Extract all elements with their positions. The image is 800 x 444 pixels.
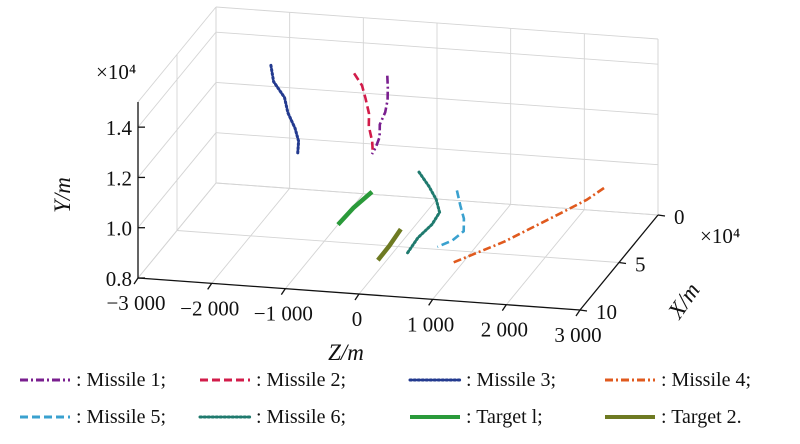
x-tick-mark: [618, 261, 627, 265]
legend-label: : Missile 4;: [661, 369, 751, 391]
series-line-5: [436, 190, 466, 249]
legend-item-3: : Missile 3;: [408, 369, 556, 391]
legend-item-7: : Target l;: [410, 406, 543, 428]
series-line-2: [353, 72, 375, 154]
series-line-4: [451, 186, 605, 265]
z-tick-mark: [501, 304, 507, 312]
box-edge: [215, 6, 659, 40]
grid-line-floor-x: [176, 230, 620, 263]
box-edge: [137, 6, 217, 103]
z-tick-label: −1 000: [254, 302, 313, 326]
series-line-6: [404, 170, 442, 257]
legend: : Missile 1; : Missile 2; : Missile 3; : Mi…: [20, 369, 751, 428]
x-axis-title: X/m: [662, 278, 704, 324]
legend-item-1: : Missile 1;: [20, 369, 166, 391]
legend-label: : Missile 2;: [256, 369, 346, 391]
z-tick-mark: [354, 293, 360, 301]
legend-label: : Missile 3;: [466, 369, 556, 391]
y-tick-label: 1.2: [106, 166, 132, 190]
x-tick-label: 0: [674, 205, 685, 229]
x-tick-mark: [579, 309, 588, 312]
y-tick-label: 1.0: [106, 217, 132, 241]
legend-label: : Target 2.: [661, 406, 742, 428]
z-tick-mark: [280, 288, 286, 296]
x-multiplier: ×10⁴: [700, 224, 740, 248]
x-tick-label: 5: [635, 253, 646, 277]
z-tick-label: −2 000: [180, 296, 239, 320]
series-line-7: [336, 190, 374, 227]
z-tick-label: 0: [352, 307, 363, 331]
legend-label: : Missile 6;: [256, 406, 346, 428]
y-tick-label: 0.8: [106, 267, 132, 291]
legend-item-2: : Missile 2;: [200, 369, 346, 391]
tick-labels: −3 000 −2 000 −1 000 0 1 000 2 000 3 000 0 5 10 0.…: [50, 60, 740, 365]
legend-item-4: : Missile 4;: [605, 369, 751, 391]
series-line-8: [376, 227, 403, 262]
series-lines: [269, 63, 605, 265]
z-tick-label: 1 000: [407, 312, 454, 336]
legend-label: : Missile 5;: [76, 406, 166, 428]
z-tick-mark: [428, 298, 434, 306]
legend-label: : Missile 1;: [76, 369, 166, 391]
z-tick-mark: [207, 282, 213, 290]
z-tick-label: −3 000: [106, 291, 165, 315]
series-line-1: [370, 75, 390, 155]
axes: [133, 102, 666, 317]
x-tick-label: 10: [596, 300, 617, 324]
z-axis-title: Z/m: [328, 340, 364, 365]
grid: [137, 6, 659, 311]
z-tick-mark: [575, 309, 581, 317]
y-axis-title: Y/m: [50, 177, 75, 213]
z-tick-label: 2 000: [481, 318, 528, 342]
legend-item-5: : Missile 5;: [20, 406, 166, 428]
x-tick-mark: [657, 214, 666, 217]
legend-label: : Target l;: [466, 406, 543, 428]
y-tick-label: 1.4: [106, 116, 133, 140]
z-tick-label: 3 000: [554, 323, 601, 347]
legend-item-8: : Target 2.: [605, 406, 742, 428]
z-tick-mark: [133, 277, 139, 285]
y-multiplier: ×10⁴: [96, 60, 136, 84]
legend-item-6: : Missile 6;: [198, 406, 346, 428]
series-line-3: [269, 63, 301, 157]
